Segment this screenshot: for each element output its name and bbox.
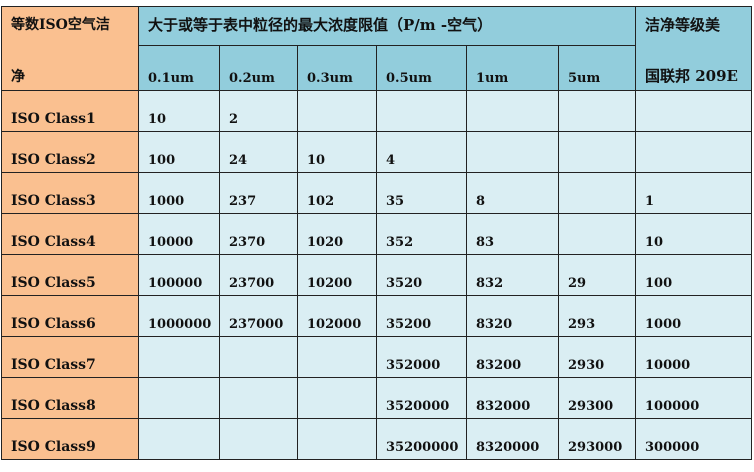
size-header: 0.2um (219, 45, 298, 91)
fed-class-cell: 100 (635, 254, 752, 296)
table-row: ISO Class7 352000 83200 2930 10000 (1, 336, 752, 378)
fed-header-line2: 国联邦 209E (635, 45, 752, 91)
fed-class-cell: 1000 (635, 295, 752, 337)
class-label: ISO Class4 (1, 213, 139, 255)
concentration-cell: 100 (138, 131, 220, 173)
concentration-cell: 352000 (376, 336, 467, 378)
concentration-cell (297, 336, 377, 378)
concentration-cell: 10000 (138, 213, 220, 255)
concentration-cell (558, 90, 636, 132)
class-label: ISO Class2 (1, 131, 139, 173)
concentration-cell: 2370 (219, 213, 298, 255)
fed-class-cell: 10000 (635, 336, 752, 378)
class-label: ISO Class3 (1, 172, 139, 214)
table-row: ISO Class5 100000 23700 10200 3520 832 29 100 (1, 254, 752, 296)
concentration-cell: 8 (466, 172, 559, 214)
concentration-cell: 29 (558, 254, 636, 296)
concentration-cell (466, 131, 559, 173)
table-row: ISO Class4 10000 2370 1020 352 83 10 (1, 213, 752, 255)
fed-class-cell: 10 (635, 213, 752, 255)
class-label: ISO Class9 (1, 418, 139, 460)
concentration-cell (219, 377, 298, 419)
concentration-cell (558, 213, 636, 255)
concentration-cell: 23700 (219, 254, 298, 296)
concentration-cell (558, 172, 636, 214)
concentration-cell (219, 336, 298, 378)
fed-class-cell: 300000 (635, 418, 752, 460)
table-row: ISO Class3 1000 237 102 35 8 1 (1, 172, 752, 214)
fed-class-cell (635, 131, 752, 173)
concentration-cell: 4 (376, 131, 467, 173)
concentration-cell: 1000000 (138, 295, 220, 337)
concentration-cell: 100000 (138, 254, 220, 296)
size-header: 0.1um (138, 45, 220, 91)
class-label: ISO Class5 (1, 254, 139, 296)
class-label: ISO Class6 (1, 295, 139, 337)
table-row: ISO Class1 10 2 (1, 90, 752, 132)
concentration-cell: 293000 (558, 418, 636, 460)
table-row: ISO Class9 35200000 8320000 293000 300000 (1, 418, 752, 460)
concentration-cell: 102000 (297, 295, 377, 337)
size-header: 1um (466, 45, 559, 91)
fed-header-line1: 洁净等级美 (635, 6, 752, 46)
fed-class-cell: 1 (635, 172, 752, 214)
fed-class-cell: 100000 (635, 377, 752, 419)
concentration-cell: 10200 (297, 254, 377, 296)
concentration-cell: 2 (219, 90, 298, 132)
concentration-cell: 237000 (219, 295, 298, 337)
concentration-cell: 1000 (138, 172, 220, 214)
concentration-cell: 352 (376, 213, 467, 255)
fed-class-cell (635, 90, 752, 132)
concentration-cell: 102 (297, 172, 377, 214)
size-header: 0.3um (297, 45, 377, 91)
size-header: 0.5um (376, 45, 467, 91)
concentration-cell: 3520000 (376, 377, 467, 419)
concentration-cell: 10 (138, 90, 220, 132)
concentration-cell (297, 90, 377, 132)
concentration-cell (558, 131, 636, 173)
concentration-cell (376, 90, 467, 132)
concentration-cell: 35 (376, 172, 467, 214)
class-header-line2: 净 (1, 45, 139, 91)
concentration-cell (297, 377, 377, 419)
table-body: ISO Class1 10 2 ISO Class2 100 24 10 4 ISO Class… (1, 90, 752, 460)
class-label: ISO Class1 (1, 90, 139, 132)
concentration-cell: 2930 (558, 336, 636, 378)
table-row: ISO Class2 100 24 10 4 (1, 131, 752, 173)
concentration-cell: 83200 (466, 336, 559, 378)
concentration-cell: 8320000 (466, 418, 559, 460)
concentration-cell: 24 (219, 131, 298, 173)
size-header: 5um (558, 45, 636, 91)
concentration-cell: 35200 (376, 295, 467, 337)
concentration-cell: 237 (219, 172, 298, 214)
concentration-cell: 832000 (466, 377, 559, 419)
concentration-cell: 293 (558, 295, 636, 337)
concentration-cell (138, 377, 220, 419)
group-title: 大于或等于表中粒径的最大浓度限值（P/m -空气） (138, 6, 636, 46)
class-label: ISO Class7 (1, 336, 139, 378)
concentration-cell: 10 (297, 131, 377, 173)
iso-cleanroom-class-table: 等数ISO空气洁 大于或等于表中粒径的最大浓度限值（P/m -空气） 洁净等级美… (1, 6, 752, 460)
concentration-cell: 83 (466, 213, 559, 255)
concentration-cell (138, 336, 220, 378)
class-label: ISO Class8 (1, 377, 139, 419)
concentration-cell (138, 418, 220, 460)
concentration-cell: 8320 (466, 295, 559, 337)
concentration-cell: 1020 (297, 213, 377, 255)
class-header-line1: 等数ISO空气洁 (1, 6, 139, 46)
table-row: ISO Class8 3520000 832000 29300 100000 (1, 377, 752, 419)
concentration-cell: 29300 (558, 377, 636, 419)
concentration-cell: 832 (466, 254, 559, 296)
concentration-cell: 35200000 (376, 418, 467, 460)
concentration-cell: 3520 (376, 254, 467, 296)
concentration-cell (466, 90, 559, 132)
table-row: ISO Class6 1000000 237000 102000 35200 8320 29… (1, 295, 752, 337)
concentration-cell (219, 418, 298, 460)
concentration-cell (297, 418, 377, 460)
